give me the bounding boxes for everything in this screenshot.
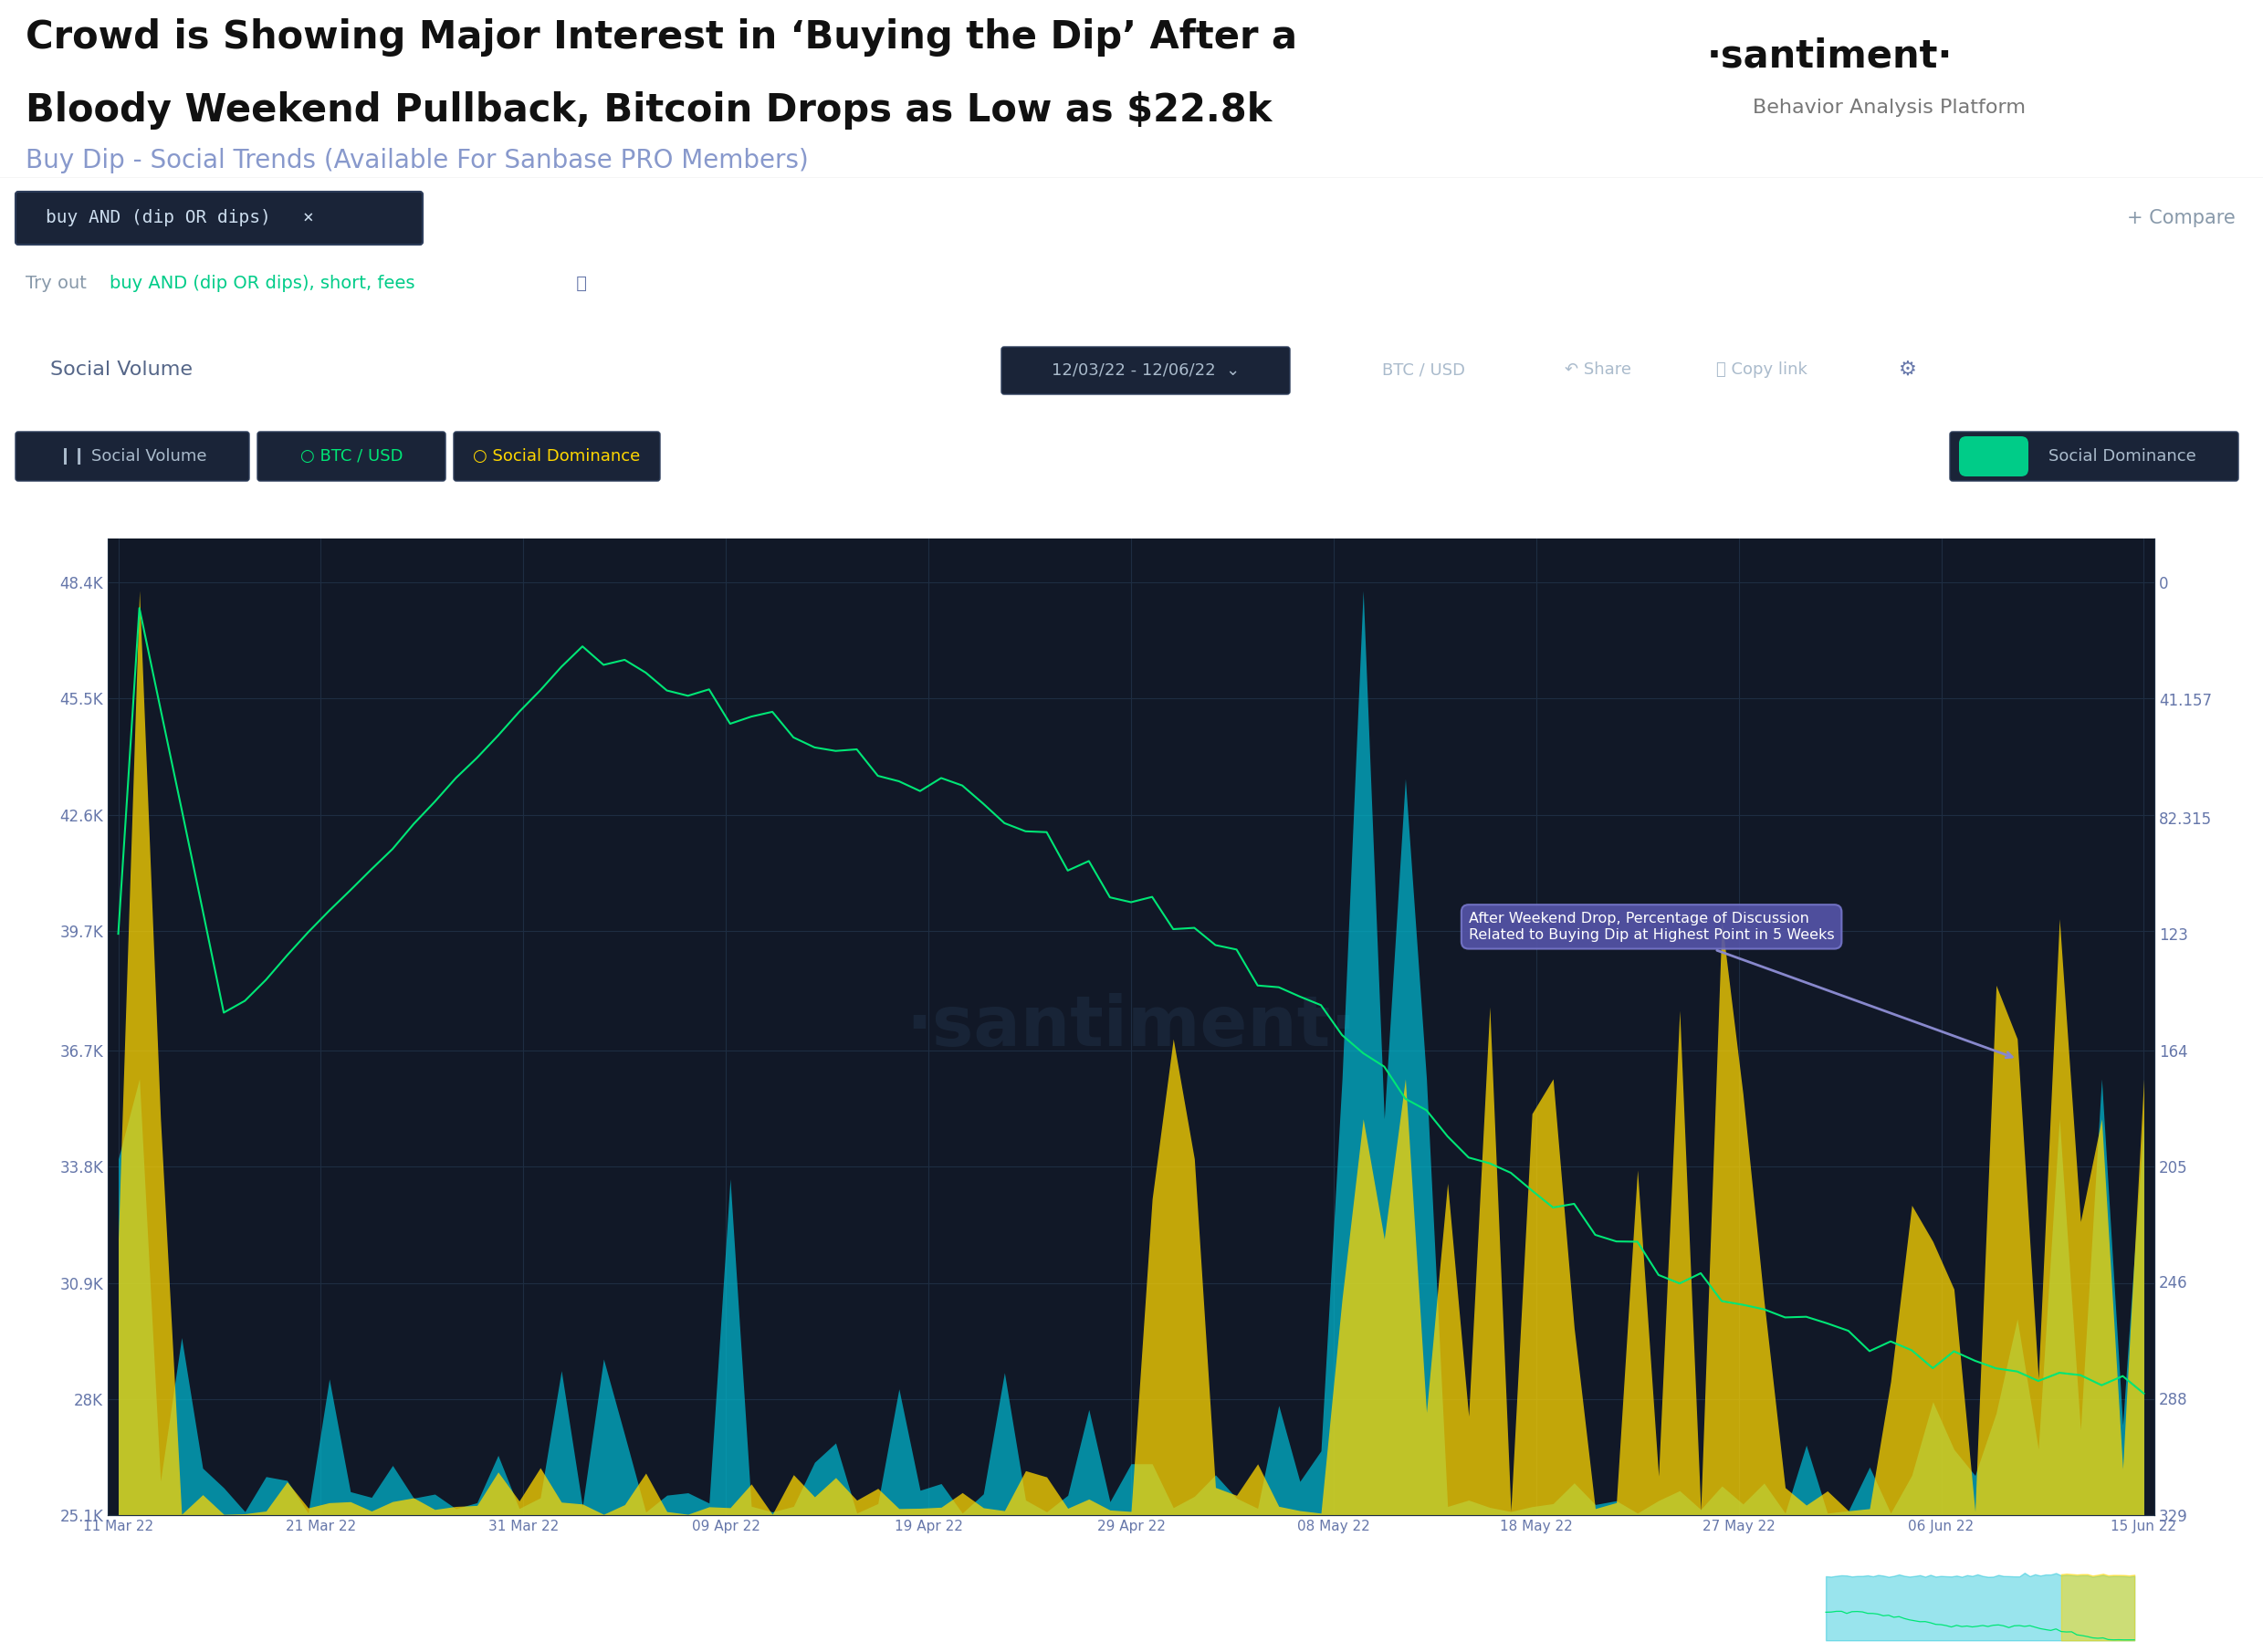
Text: Crowd is Showing Major Interest in ‘Buying the Dip’ After a: Crowd is Showing Major Interest in ‘Buyi… (25, 18, 1297, 56)
FancyBboxPatch shape (453, 431, 661, 481)
Text: Social Volume: Social Volume (50, 360, 192, 378)
Text: ❙❙ Social Volume: ❙❙ Social Volume (59, 448, 206, 464)
Text: ⓘ: ⓘ (570, 274, 586, 292)
FancyBboxPatch shape (16, 431, 249, 481)
Text: ○ Social Dominance: ○ Social Dominance (473, 448, 640, 464)
Text: 🔗 Copy link: 🔗 Copy link (1715, 362, 1808, 378)
Text: ○ BTC / USD: ○ BTC / USD (301, 448, 403, 464)
Text: Buy Dip - Social Trends (Available For Sanbase PRO Members): Buy Dip - Social Trends (Available For S… (25, 149, 808, 173)
Text: Social Dominance: Social Dominance (2048, 448, 2195, 464)
Text: 12/03/22 - 12/06/22  ⌄: 12/03/22 - 12/06/22 ⌄ (1052, 362, 1240, 378)
FancyBboxPatch shape (1960, 436, 2028, 476)
Text: BTC / USD: BTC / USD (1383, 362, 1466, 378)
FancyBboxPatch shape (1951, 431, 2238, 481)
Text: buy AND (dip OR dips)   ×: buy AND (dip OR dips) × (45, 210, 315, 226)
Text: After Weekend Drop, Percentage of Discussion
Related to Buying Dip at Highest Po: After Weekend Drop, Percentage of Discus… (1469, 912, 2012, 1057)
FancyBboxPatch shape (1003, 347, 1290, 395)
FancyBboxPatch shape (258, 431, 446, 481)
Text: + Compare: + Compare (2127, 210, 2236, 228)
FancyBboxPatch shape (16, 192, 423, 244)
Text: ⚙: ⚙ (1899, 360, 1917, 378)
Text: ·santiment·: ·santiment· (905, 993, 1356, 1061)
Text: Behavior Analysis Platform: Behavior Analysis Platform (1754, 99, 2025, 117)
Text: Bloody Weekend Pullback, Bitcoin Drops as Low as $22.8k: Bloody Weekend Pullback, Bitcoin Drops a… (25, 91, 1272, 129)
Text: Try out: Try out (25, 274, 93, 292)
Text: ·santiment·: ·santiment· (1706, 36, 1953, 74)
Text: ↶ Share: ↶ Share (1564, 362, 1632, 378)
Text: buy AND (dip OR dips), short, fees: buy AND (dip OR dips), short, fees (109, 274, 414, 292)
